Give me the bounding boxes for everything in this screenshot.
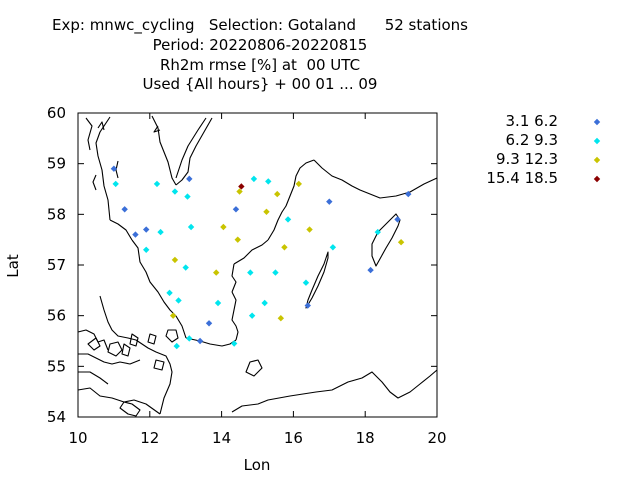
data-point-series-2 xyxy=(153,180,161,188)
data-point-series-3 xyxy=(397,239,405,246)
data-point-series-4 xyxy=(238,183,245,190)
data-point-series-3 xyxy=(281,244,288,251)
legend-label-3: 9.3 12.3 xyxy=(495,150,558,168)
title-line-1: Exp: mnwc_cycling Selection: Gotaland 52… xyxy=(52,16,468,34)
data-point-series-2 xyxy=(248,312,256,319)
data-point-series-3 xyxy=(263,208,270,215)
data-point-series-3 xyxy=(234,236,241,243)
data-point-series-1 xyxy=(196,337,204,345)
data-point-series-2 xyxy=(175,297,182,304)
plot-frame xyxy=(77,112,438,418)
data-point-series-2 xyxy=(182,264,189,271)
data-point-series-2 xyxy=(173,342,180,350)
y-tick-label: 59 xyxy=(47,155,66,173)
data-point-series-3 xyxy=(277,315,285,322)
data-point-series-1 xyxy=(326,198,333,205)
y-tick-label: 58 xyxy=(47,205,66,223)
x-tick-label: 20 xyxy=(427,429,446,447)
y-tick-label: 55 xyxy=(47,357,66,375)
data-point-series-2 xyxy=(261,299,268,307)
data-point-series-1 xyxy=(121,206,128,213)
data-point-series-3 xyxy=(274,190,281,198)
data-point-series-2 xyxy=(184,193,191,200)
y-tick-label: 57 xyxy=(47,256,66,274)
legend-label-2: 6.2 9.3 xyxy=(505,131,558,149)
data-point-series-1 xyxy=(394,216,401,223)
coastline-map xyxy=(77,115,438,417)
data-point-series-2 xyxy=(112,180,119,188)
data-point-series-2 xyxy=(284,216,292,223)
legend-marker-3 xyxy=(593,156,601,164)
data-point-series-2 xyxy=(302,279,310,286)
legend-marker-4 xyxy=(593,175,601,183)
legend-label-1: 3.1 6.2 xyxy=(505,112,558,130)
y-axis-label: Lat xyxy=(4,254,22,278)
data-point-series-1 xyxy=(143,226,150,233)
x-tick-label: 12 xyxy=(140,429,159,447)
data-point-series-3 xyxy=(220,223,227,231)
data-point-series-2 xyxy=(171,188,179,195)
data-point-series-1 xyxy=(367,266,374,274)
data-point-series-1 xyxy=(186,175,193,183)
data-point-series-3 xyxy=(213,269,220,276)
x-tick-label: 18 xyxy=(356,429,375,447)
data-point-series-1 xyxy=(304,302,311,309)
data-point-series-1 xyxy=(132,231,139,238)
data-point-series-2 xyxy=(157,228,164,236)
data-point-series-1 xyxy=(110,165,118,172)
data-point-series-1 xyxy=(205,320,213,327)
axis-ticks: 10 12 14 16 18 20 54 55 56 57 58 59 60 xyxy=(47,104,447,447)
plot-border xyxy=(77,112,438,418)
data-point-series-1 xyxy=(232,206,240,213)
data-points xyxy=(110,165,412,350)
data-point-series-2 xyxy=(272,269,279,276)
title-line-2: Period: 20220806-20220815 xyxy=(152,36,368,54)
data-point-series-1 xyxy=(405,190,412,198)
data-point-series-2 xyxy=(230,340,238,347)
data-point-series-2 xyxy=(250,175,258,183)
y-tick-label: 56 xyxy=(47,307,66,325)
legend-markers xyxy=(593,118,601,183)
x-tick-label: 10 xyxy=(68,429,87,447)
data-point-series-2 xyxy=(329,244,337,251)
y-tick-label: 54 xyxy=(47,408,66,426)
y-tick-label: 60 xyxy=(47,104,66,122)
data-point-series-3 xyxy=(171,256,179,264)
data-point-series-2 xyxy=(186,335,193,342)
data-point-series-3 xyxy=(295,180,302,188)
title-line-3: Rh2m rmse [%] at 00 UTC xyxy=(159,56,361,74)
data-point-series-3 xyxy=(236,188,243,195)
data-point-series-3 xyxy=(306,226,313,233)
title-line-4: Used {All hours} + 00 01 ... 09 xyxy=(142,75,378,93)
x-tick-label: 14 xyxy=(212,429,231,447)
x-tick-label: 16 xyxy=(284,429,303,447)
data-point-series-2 xyxy=(143,246,150,253)
legend-label-4: 15.4 18.5 xyxy=(486,169,558,187)
x-axis-label: Lon xyxy=(244,456,271,474)
data-point-series-2 xyxy=(374,228,381,236)
data-point-series-2 xyxy=(247,269,254,276)
data-point-series-2 xyxy=(187,223,195,231)
data-point-series-3 xyxy=(169,312,177,319)
legend-marker-1 xyxy=(593,118,601,126)
legend-marker-2 xyxy=(593,137,601,145)
data-point-series-2 xyxy=(166,289,173,297)
data-point-series-2 xyxy=(265,178,272,185)
data-point-series-2 xyxy=(214,299,222,307)
